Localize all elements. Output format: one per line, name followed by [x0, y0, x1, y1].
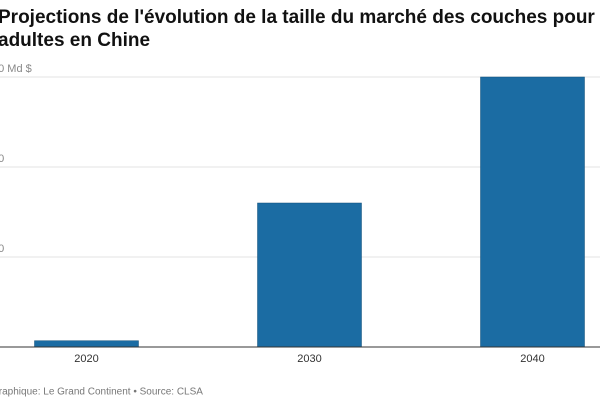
bar — [480, 76, 585, 348]
bar — [34, 340, 139, 348]
chart-title: Projections de l'évolution de la taille … — [0, 7, 595, 28]
y-tick-label: 10 — [0, 243, 4, 255]
chart-title: adultes en Chine — [0, 30, 150, 51]
x-tick-label: 2020 — [74, 353, 98, 365]
bar — [257, 202, 362, 348]
x-tick-label: 2030 — [297, 353, 321, 365]
y-tick-label: 20 — [0, 153, 4, 165]
footer: Graphique: Le Grand Continent • Source: … — [0, 387, 203, 398]
y-tick-label: 30 Md $ — [0, 63, 32, 75]
x-tick-label: 2040 — [520, 353, 544, 365]
